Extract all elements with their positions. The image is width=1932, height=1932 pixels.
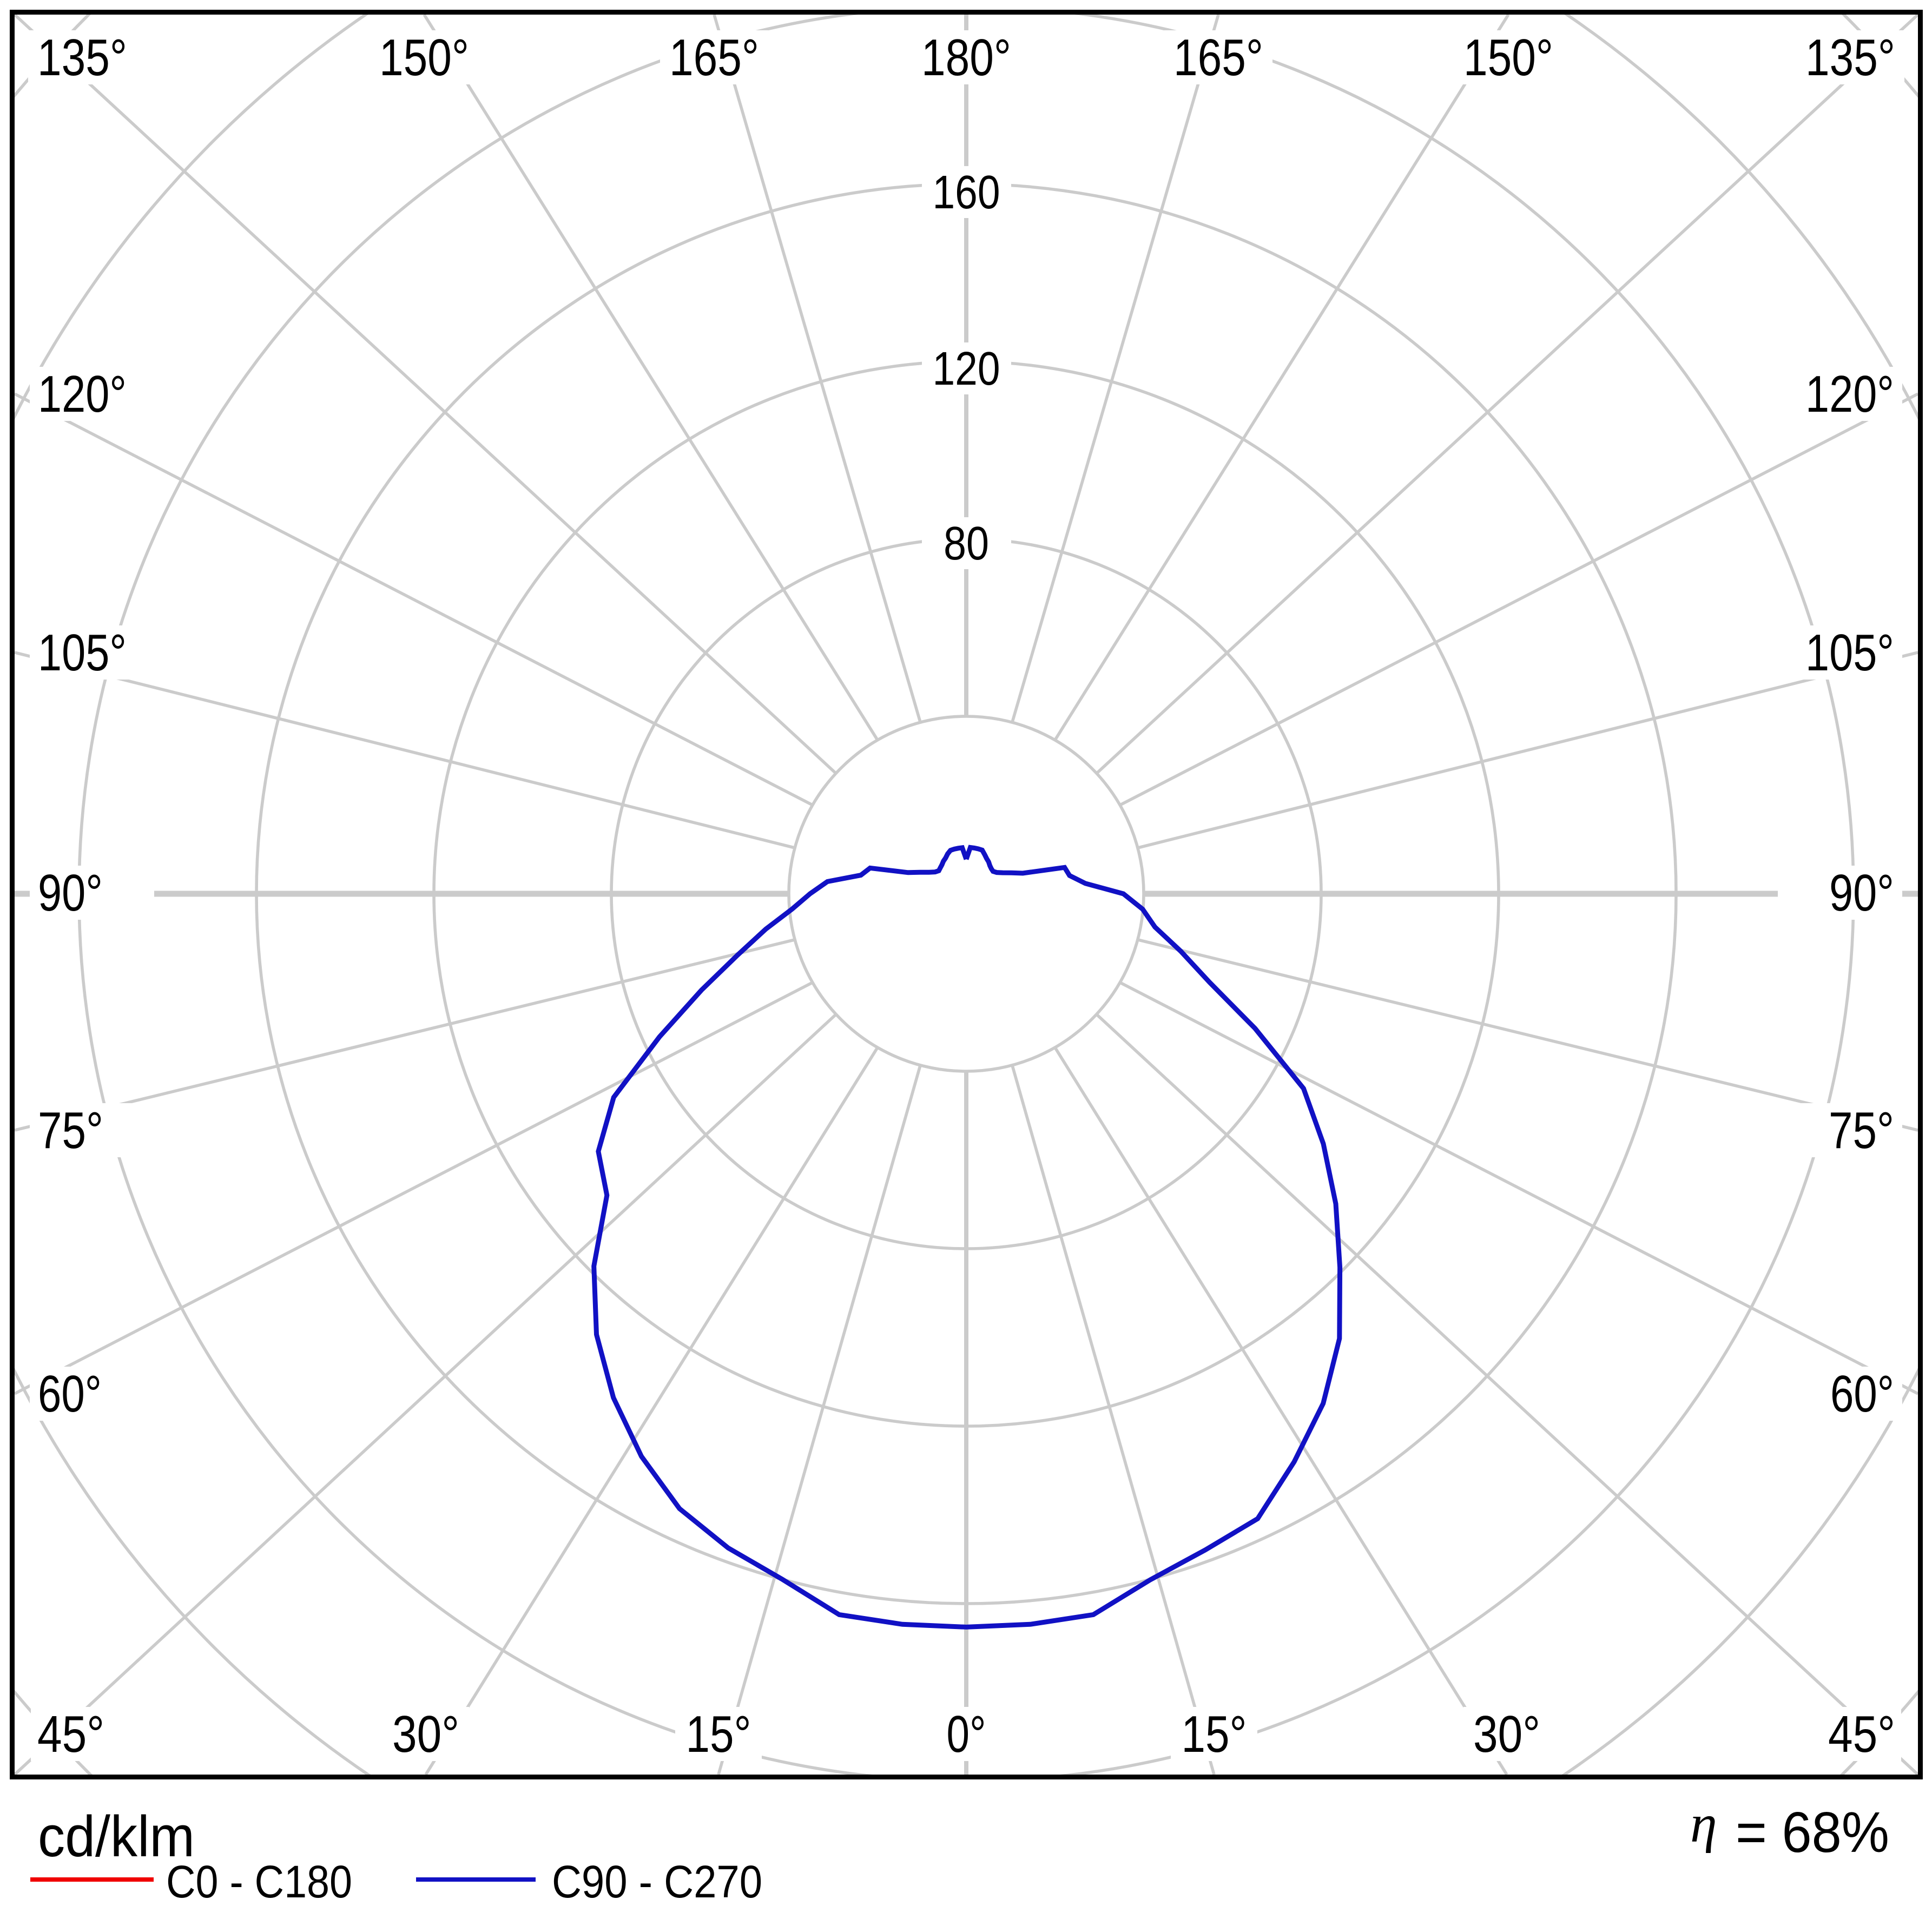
svg-text:165°: 165° [1173, 29, 1263, 87]
svg-text:80: 80 [944, 517, 989, 570]
svg-text:60°: 60° [1830, 1365, 1894, 1423]
svg-text:C0 - C180: C0 - C180 [166, 1856, 352, 1907]
svg-text:30°: 30° [1473, 1705, 1540, 1763]
svg-text:105°: 105° [38, 624, 127, 682]
svg-text:45°: 45° [1828, 1705, 1895, 1763]
svg-text:cd/klm: cd/klm [38, 1804, 195, 1869]
svg-text:135°: 135° [37, 29, 127, 87]
svg-text:15°: 15° [686, 1705, 751, 1763]
svg-text:150°: 150° [1463, 29, 1553, 87]
svg-text:75°: 75° [1829, 1102, 1894, 1159]
svg-text:90°: 90° [38, 864, 103, 922]
svg-text:= 68%: = 68% [1736, 1801, 1889, 1864]
svg-text:160: 160 [933, 166, 1000, 219]
svg-text:30°: 30° [392, 1705, 459, 1763]
svg-text:0°: 0° [947, 1705, 986, 1763]
svg-text:60°: 60° [38, 1365, 102, 1423]
svg-text:η: η [1690, 1793, 1717, 1854]
svg-text:75°: 75° [38, 1102, 103, 1159]
svg-text:180°: 180° [921, 29, 1011, 87]
svg-text:120°: 120° [38, 365, 127, 423]
svg-text:120: 120 [933, 342, 1000, 395]
svg-text:135°: 135° [1805, 29, 1895, 87]
svg-text:150°: 150° [379, 29, 469, 87]
svg-text:90°: 90° [1829, 864, 1894, 922]
svg-text:165°: 165° [669, 29, 759, 87]
svg-text:105°: 105° [1805, 624, 1894, 682]
svg-text:45°: 45° [37, 1705, 104, 1763]
svg-text:120°: 120° [1805, 365, 1894, 423]
svg-text:15°: 15° [1182, 1705, 1247, 1763]
svg-text:C90 - C270: C90 - C270 [552, 1856, 762, 1907]
